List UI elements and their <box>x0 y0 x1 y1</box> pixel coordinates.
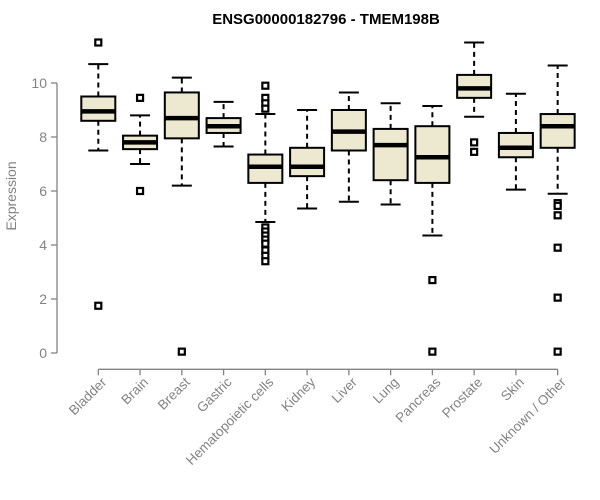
y-tick-label-4: 4 <box>39 237 47 253</box>
iqr-box <box>497 131 534 159</box>
chart-title: ENSG00000182796 - TMEM198B <box>212 11 440 28</box>
x-tick-label-bladder: Bladder <box>66 374 110 418</box>
outlier-point <box>553 201 562 210</box>
outlier-point <box>135 186 145 196</box>
iqr-box <box>539 113 576 149</box>
outlier-point <box>553 293 562 302</box>
outlier-point <box>553 243 562 252</box>
iqr-box <box>372 127 409 182</box>
x-tick-label-breast: Breast <box>155 374 193 412</box>
x-tick-label-skin: Skin <box>498 375 527 404</box>
outlier-point <box>261 239 270 248</box>
boxplot-skin <box>497 92 534 191</box>
y-axis: 0 2 4 6 8 10 <box>31 75 58 361</box>
boxplot-breast <box>163 76 200 356</box>
x-tick-label-gastric: Gastric <box>194 374 235 415</box>
boxplot-bladder <box>80 38 117 310</box>
y-tick-label-2: 2 <box>39 291 47 307</box>
boxplot-kidney <box>289 109 326 210</box>
y-tick-label-10: 10 <box>31 75 47 91</box>
outlier-point <box>470 147 479 156</box>
outlier-point <box>428 276 437 285</box>
outlier-point <box>428 347 437 356</box>
boxplot-brain <box>122 93 159 196</box>
outlier-point <box>470 138 479 147</box>
outlier-point <box>261 104 270 113</box>
outlier-point <box>94 38 103 47</box>
boxplot-lung <box>372 102 409 206</box>
y-axis-title: Expression <box>3 161 19 230</box>
x-tick-label-pancreas: Pancreas <box>393 374 444 425</box>
iqr-box <box>80 95 117 122</box>
x-tick-label-unknown-other: Unknown / Other <box>487 374 570 457</box>
outlier-point <box>135 93 145 102</box>
boxplot-hematopoietic-cells <box>247 81 284 266</box>
boxplot-pancreas <box>414 104 451 356</box>
boxplot-gastric <box>205 100 242 148</box>
box-series <box>80 38 576 356</box>
outlier-point <box>261 81 270 90</box>
outlier-point <box>553 347 562 356</box>
x-tick-label-kidney: Kidney <box>278 374 318 414</box>
x-tick-label-prostate: Prostate <box>439 375 485 421</box>
outlier-point <box>261 257 270 266</box>
boxplot-liver <box>330 91 367 203</box>
y-tick-label-0: 0 <box>39 345 47 361</box>
boxplot-unknown-other <box>539 64 576 356</box>
outlier-point <box>94 301 103 310</box>
boxplot-prostate <box>456 41 493 156</box>
iqr-box <box>163 91 200 140</box>
iqr-box <box>289 146 326 178</box>
outlier-point <box>177 347 186 356</box>
y-tick-label-8: 8 <box>39 129 47 145</box>
iqr-box <box>414 125 451 184</box>
x-tick-label-lung: Lung <box>370 375 402 407</box>
y-tick-label-6: 6 <box>39 183 47 199</box>
x-tick-label-liver: Liver <box>329 374 361 406</box>
outlier-point <box>553 211 562 220</box>
x-tick-label-brain: Brain <box>118 375 151 408</box>
